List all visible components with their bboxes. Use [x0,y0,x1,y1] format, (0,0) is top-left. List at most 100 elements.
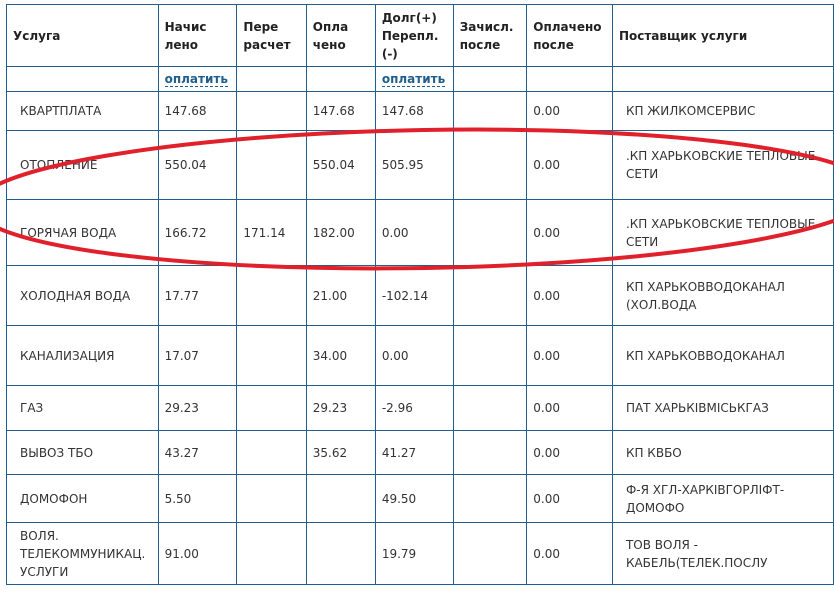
cell-credited-after [452,430,528,475]
cell [452,66,528,92]
cell-debt: 41.27 [374,430,454,475]
pay-charged-link[interactable]: оплатить [164,72,228,87]
cell-recalc [236,522,307,585]
header-recalc: Пере расчет [236,4,307,67]
table-row: ВЫВОЗ ТБО 43.27 35.62 41.27 0.00 КП КВБО [6,430,834,475]
header-credited-after: Зачисл. после [452,4,528,67]
table-row: КВАРТПЛАТА 147.68 147.68 147.68 0.00 КП ЖИЛКО… [6,91,834,131]
cell-paid-after: 0.00 [526,522,613,585]
cell-provider: .КП ХАРЬКОВСКИЕ ТЕПЛОВЫЕ СЕТИ [611,199,834,266]
cell-provider: ТОВ ВОЛЯ - КАБЕЛЬ(ТЕЛЕК.ПОСЛУ [611,522,834,585]
cell: оплатить [374,66,454,92]
cell-service: КАНАЛИЗАЦИЯ [6,325,159,386]
cell-paid: 550.04 [305,130,376,200]
cell-provider: Ф-Я ХГЛ-ХАРКІВГОРЛІФТ-ДОМОФО [611,474,834,523]
cell [526,66,613,92]
header-provider: Поставщик услуги [611,4,834,67]
header-row: Услуга Начис лено Пере расчет Опла чено Долг… [6,4,834,67]
cell-credited-after [452,130,528,200]
header-charged: Начис лено [157,4,238,67]
table-row: ДОМОФОН 5.50 49.50 0.00 Ф-Я ХГЛ-ХАРКІВГОРЛІФ… [6,474,834,523]
cell-charged: 91.00 [157,522,238,585]
cell-service: ГАЗ [6,385,159,431]
cell-paid-after: 0.00 [526,474,613,523]
cell-charged: 43.27 [157,430,238,475]
cell-charged: 5.50 [157,474,238,523]
cell-service: ХОЛОДНАЯ ВОДА [6,265,159,326]
cell-debt: 19.79 [374,522,454,585]
cell-charged: 17.77 [157,265,238,326]
cell-provider: КП ХАРЬКОВВОДОКАНАЛ (ХОЛ.ВОДА [611,265,834,326]
cell-recalc [236,130,307,200]
cell-charged: 147.68 [157,91,238,131]
cell [611,66,834,92]
header-debt: Долг(+) Перепл. (-) [374,4,454,67]
cell-recalc [236,265,307,326]
cell-paid [305,474,376,523]
cell-charged: 17.07 [157,325,238,386]
cell-credited-after [452,265,528,326]
cell-service: ВОЛЯ. ТЕЛЕКОММУНИКАЦ. УСЛУГИ [6,522,159,585]
cell-paid-after: 0.00 [526,91,613,131]
header-paid-after: Оплачено после [526,4,613,67]
cell-paid: 29.23 [305,385,376,431]
table-row: ОТОПЛЕНИЕ 550.04 550.04 505.95 0.00 .КП ХАРЬК… [6,130,834,200]
cell-recalc [236,325,307,386]
cell-credited-after [452,91,528,131]
cell [305,66,376,92]
cell-service: ОТОПЛЕНИЕ [6,130,159,200]
cell-paid: 21.00 [305,265,376,326]
cell-paid: 35.62 [305,430,376,475]
cell-paid-after: 0.00 [526,265,613,326]
header-service: Услуга [6,4,159,67]
cell-recalc [236,91,307,131]
cell-debt: 49.50 [374,474,454,523]
table-row: ВОЛЯ. ТЕЛЕКОММУНИКАЦ. УСЛУГИ 91.00 19.79 0.… [6,522,834,585]
cell-recalc [236,385,307,431]
cell-recalc [236,474,307,523]
cell-credited-after [452,385,528,431]
cell-recalc [236,430,307,475]
cell-provider: КП ХАРЬКОВВОДОКАНАЛ [611,325,834,386]
cell-paid-after: 0.00 [526,199,613,266]
cell-paid: 182.00 [305,199,376,266]
table-row: КАНАЛИЗАЦИЯ 17.07 34.00 0.00 0.00 КП ХАРЬКОВВ… [6,325,834,386]
pay-links-row: оплатить оплатить [6,66,834,92]
cell [236,66,307,92]
table-row: ХОЛОДНАЯ ВОДА 17.77 21.00 -102.14 0.00 КП ХАР… [6,265,834,326]
cell-paid-after: 0.00 [526,325,613,386]
cell-credited-after [452,325,528,386]
cell: оплатить [157,66,238,92]
cell-service: ГОРЯЧАЯ ВОДА [6,199,159,266]
cell-provider: ПАТ ХАРЬКІВМІСЬКГАЗ [611,385,834,431]
cell-provider: КП КВБО [611,430,834,475]
cell-paid: 147.68 [305,91,376,131]
cell-service: ДОМОФОН [6,474,159,523]
cell-service: ВЫВОЗ ТБО [6,430,159,475]
cell-paid-after: 0.00 [526,385,613,431]
cell-charged: 166.72 [157,199,238,266]
table-row: ГОРЯЧАЯ ВОДА 166.72 171.14 182.00 0.00 0.00 .К… [6,199,834,266]
cell-recalc: 171.14 [236,199,307,266]
utilities-table: Услуга Начис лено Пере расчет Опла чено Долг… [6,4,834,585]
cell-paid-after: 0.00 [526,430,613,475]
cell-credited-after [452,199,528,266]
cell-debt: 147.68 [374,91,454,131]
cell-credited-after [452,474,528,523]
pay-debt-link[interactable]: оплатить [381,72,446,87]
cell-provider: .КП ХАРЬКОВСКИЕ ТЕПЛОВЫЕ СЕТИ [611,130,834,200]
header-paid: Опла чено [305,4,376,67]
cell-debt: -2.96 [374,385,454,431]
cell-credited-after [452,522,528,585]
cell-paid [305,522,376,585]
cell-charged: 29.23 [157,385,238,431]
cell-charged: 550.04 [157,130,238,200]
cell-debt: -102.14 [374,265,454,326]
cell-provider: КП ЖИЛКОМСЕРВИС [611,91,834,131]
cell-paid-after: 0.00 [526,130,613,200]
cell-debt: 0.00 [374,199,454,266]
cell-debt: 0.00 [374,325,454,386]
cell-paid: 34.00 [305,325,376,386]
cell [6,66,159,92]
cell-debt: 505.95 [374,130,454,200]
